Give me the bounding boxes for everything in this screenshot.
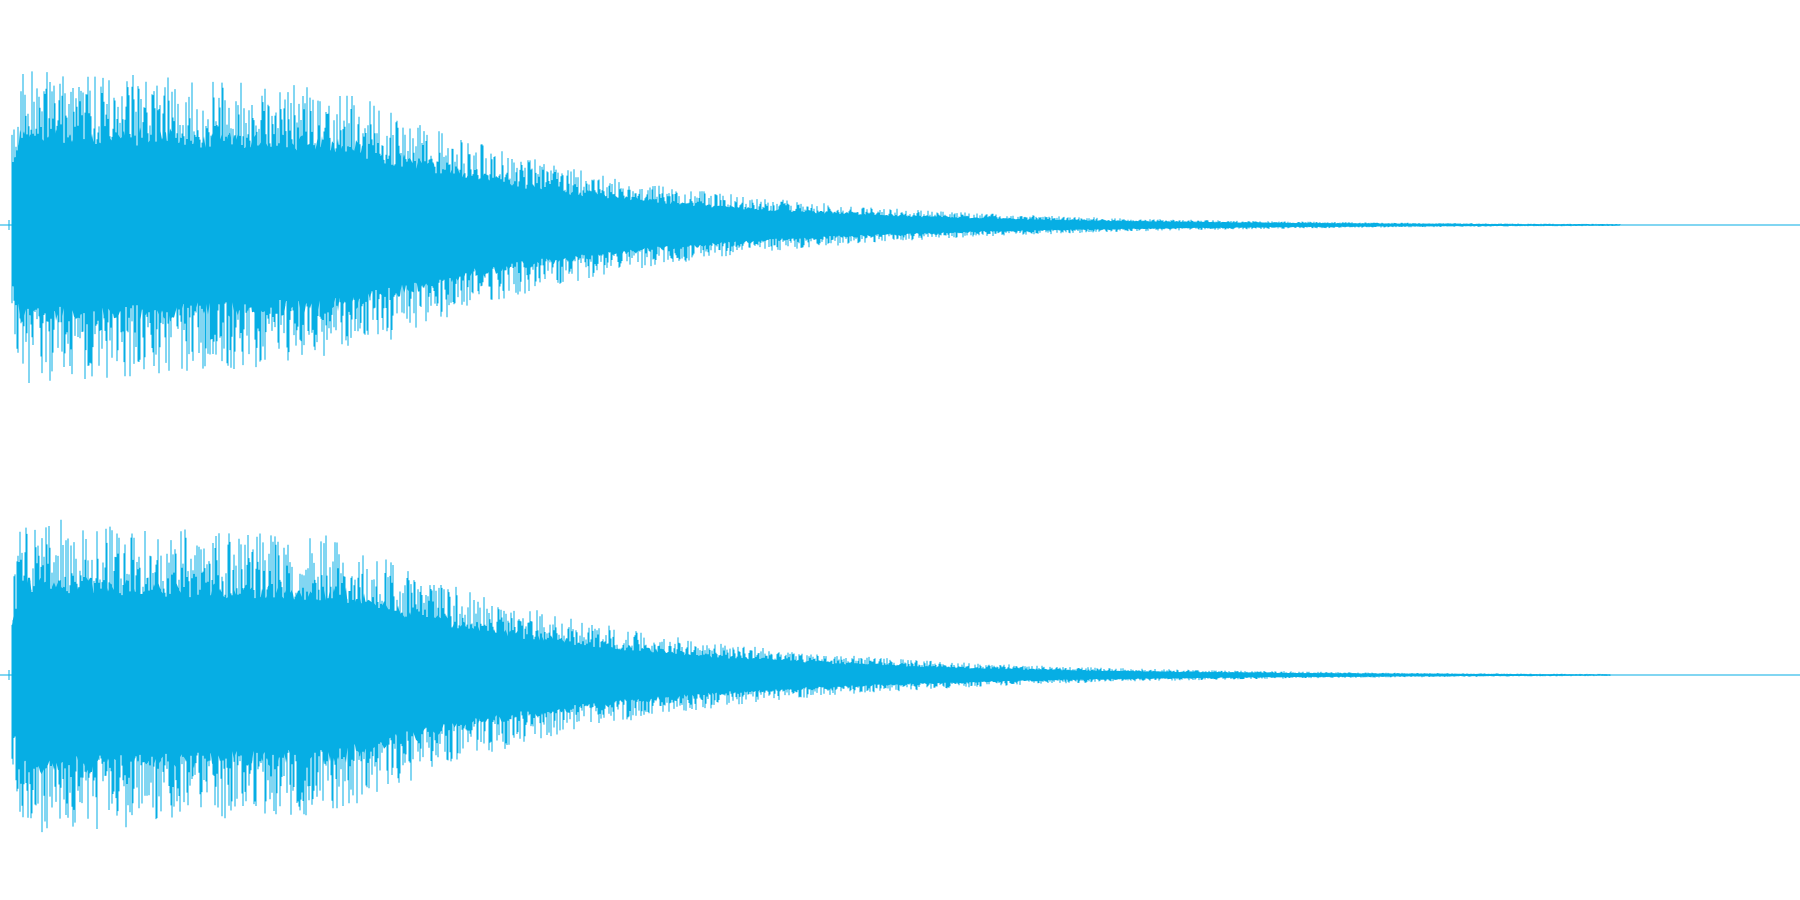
left-channel-peaks xyxy=(11,71,1621,383)
right-channel-peaks xyxy=(11,519,1611,833)
left-channel-waveform xyxy=(0,71,1800,383)
right-channel-waveform xyxy=(0,519,1800,833)
